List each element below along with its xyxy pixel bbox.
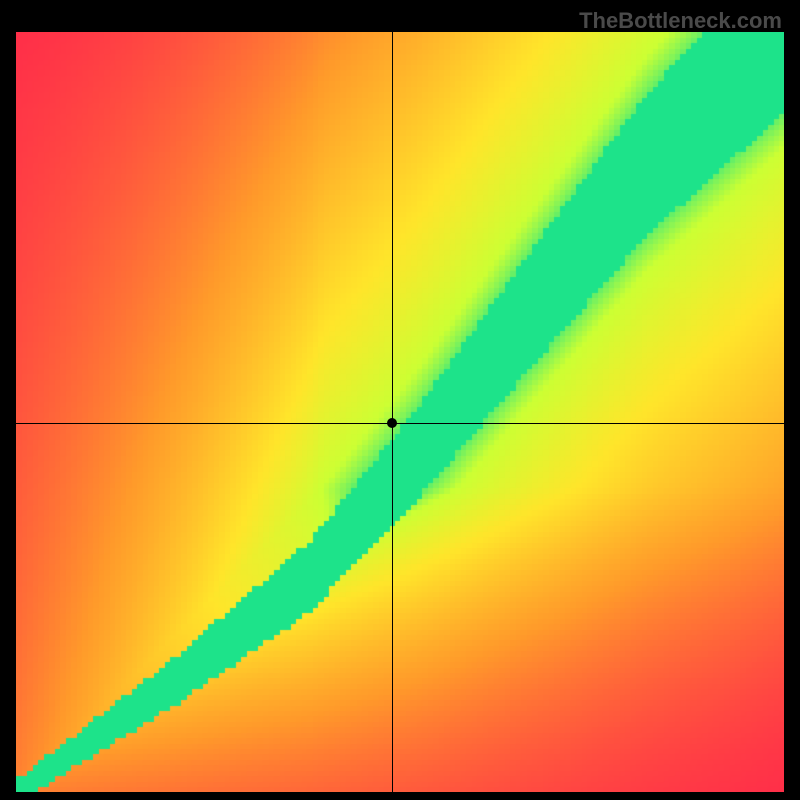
heatmap-canvas [16, 32, 784, 792]
bottleneck-heatmap [16, 32, 784, 792]
crosshair-vertical [392, 32, 393, 792]
marker-point [387, 418, 397, 428]
watermark-text: TheBottleneck.com [579, 8, 782, 34]
crosshair-horizontal [16, 423, 784, 424]
